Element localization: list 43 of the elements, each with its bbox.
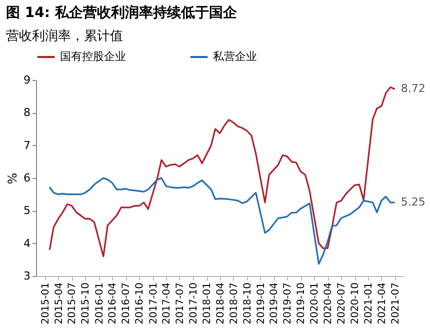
x-tick-label: 2019-10: [296, 282, 308, 324]
x-tick-label: 2018-01: [202, 282, 214, 324]
x-tick-label: 2018-10: [242, 282, 254, 324]
y-axis-title: %: [6, 172, 20, 184]
x-tick-label: 2017-01: [148, 282, 160, 324]
x-tick-label: 2016-10: [134, 282, 146, 324]
x-tick-label: 2018-07: [228, 282, 240, 324]
y-tick-label: 8: [24, 106, 30, 120]
x-tick-label: 2017-07: [174, 282, 186, 324]
x-tick-label: 2018-04: [215, 282, 226, 324]
y-tick-label: 5: [24, 204, 30, 218]
x-tick-label: 2016-04: [108, 282, 119, 324]
x-tick-label: 2015-04: [54, 282, 65, 324]
x-tick-label: 2017-04: [162, 282, 173, 324]
x-tick-label: 2016-01: [94, 282, 106, 324]
x-tick-label: 2021-04: [376, 282, 388, 324]
x-tick-label: 2021-07: [390, 282, 402, 324]
x-tick-label: 2015-01: [40, 282, 52, 324]
x-tick-label: 2019-07: [282, 282, 294, 324]
legend-label: 私营企业: [213, 50, 257, 63]
y-tick-label: 9: [24, 74, 30, 86]
chart-title: 图 14: 私企营收利润率持续低于国企: [6, 4, 238, 21]
x-tick-label: 2015-10: [80, 282, 92, 324]
annotation: 5.25: [400, 196, 426, 208]
chart-subtitle: 营收利润率，累计值: [6, 28, 123, 44]
x-tick-label: 2016-07: [121, 282, 132, 324]
x-tick-label: 2021-01: [364, 282, 375, 324]
x-tick-label: 2020-10: [350, 282, 362, 324]
x-tick-label: 2017-10: [188, 282, 200, 324]
y-tick-label: 4: [24, 236, 30, 250]
x-tick-label: 2020-07: [336, 282, 348, 324]
y-tick-label: 7: [24, 138, 30, 152]
legend-label: 国有控股企业: [60, 50, 126, 63]
y-tick-label: 3: [24, 270, 30, 282]
annotation: 8.72: [400, 82, 426, 96]
line-series: [48, 177, 396, 265]
x-tick-label: 2015-07: [67, 282, 78, 324]
x-tick-label: 2020-04: [323, 282, 334, 324]
line-series: [48, 86, 396, 258]
x-tick-label: 2020-01: [310, 282, 321, 324]
x-tick-label: 2019-01: [256, 282, 267, 324]
x-tick-label: 2019-04: [269, 282, 280, 324]
y-tick-label: 6: [24, 172, 30, 184]
